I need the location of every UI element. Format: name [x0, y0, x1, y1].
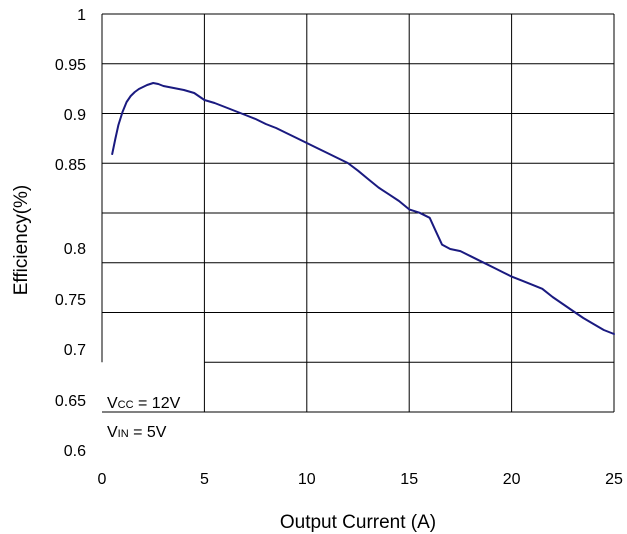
y-tick-label: 0.75	[55, 292, 86, 309]
x-axis-title: Output Current (A)	[280, 512, 436, 533]
y-tick-label: 0.7	[64, 342, 86, 359]
vin-symbol: V	[107, 424, 118, 441]
y-tick-label: 0.85	[55, 157, 86, 174]
y-tick-label: 0.9	[64, 107, 86, 124]
vcc-value: = 12V	[134, 395, 181, 412]
x-tick-label: 25	[605, 471, 623, 488]
x-tick-label: 5	[200, 471, 209, 488]
y-tick-label: 0.6	[64, 443, 86, 460]
y-tick-label: 0.65	[55, 393, 86, 410]
vcc-subscript: CC	[118, 399, 134, 411]
y-tick-label: 0.95	[55, 57, 86, 74]
grid-lines	[102, 14, 614, 412]
vin-annotation: VIN = 5V	[107, 424, 167, 441]
vcc-annotation: VCC = 12V	[107, 395, 181, 412]
y-axis-title: Efficiency(%)	[11, 185, 32, 296]
plot-frame	[101, 13, 615, 413]
x-tick-label: 0	[98, 471, 107, 488]
vcc-symbol: V	[107, 395, 118, 412]
efficiency-series-line	[111, 82, 615, 335]
x-tick-label: 10	[298, 471, 316, 488]
x-tick-label: 15	[400, 471, 418, 488]
y-tick-label: 0.8	[64, 241, 86, 258]
x-tick-labels: 0 5 10 15 20 25	[98, 471, 623, 488]
y-tick-label: 1	[77, 7, 86, 24]
x-tick-label: 20	[503, 471, 521, 488]
y-tick-labels: 1 0.95 0.9 0.85 0.8 0.75 0.7 0.65 0.6	[55, 7, 86, 460]
series-layer	[111, 82, 615, 335]
vin-subscript: IN	[118, 428, 129, 440]
vin-value: = 5V	[129, 424, 167, 441]
